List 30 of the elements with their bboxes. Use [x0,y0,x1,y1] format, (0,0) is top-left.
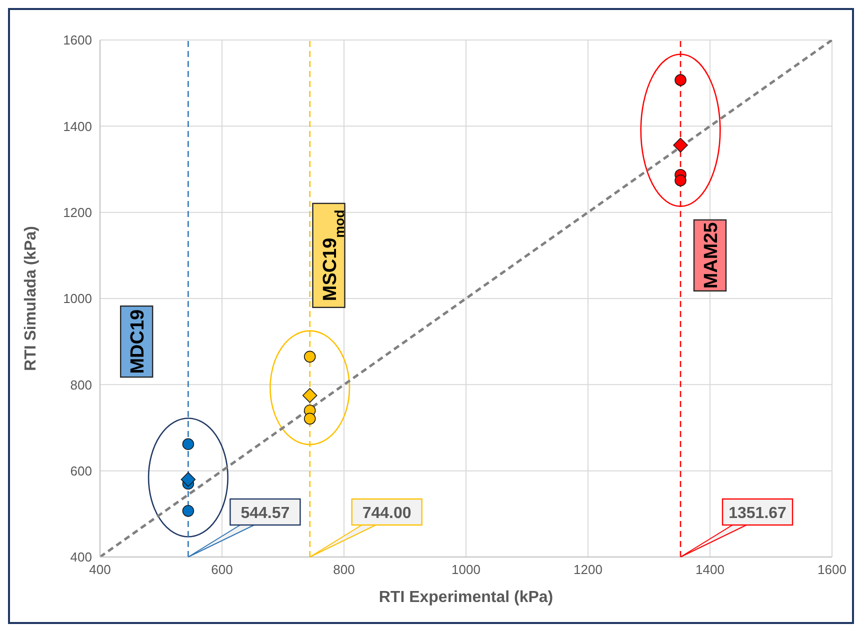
point [302,388,318,403]
y-tick-label: 400 [70,550,92,565]
point [304,412,316,425]
ref-line-label: 1351.67 [728,505,787,522]
x-tick-label: 600 [211,562,233,578]
y-tick-label: 1200 [63,204,92,220]
y-tick-label: 1000 [63,291,92,306]
y-axis-title: RTI Simulada (kPa) [22,226,40,371]
x-tick-label: 1200 [574,562,602,578]
x-tick-label: 1600 [818,562,846,578]
point [674,74,686,86]
y-tick-label: 1600 [63,32,92,48]
y-tick-label: 800 [70,377,92,392]
point [182,438,194,450]
x-tick-label: 800 [333,562,355,578]
x-tick-label: 1000 [452,562,480,578]
point [180,472,196,487]
x-tick-label: 1400 [696,562,724,578]
ref-line-label: 744.00 [362,505,412,522]
point [673,138,688,153]
annotation: MDC19 [128,309,149,374]
point [304,350,316,363]
y-tick-label: 600 [70,463,92,478]
annotation: MAM25 [701,222,722,289]
point [674,174,686,186]
y-tick-label: 1400 [63,118,92,134]
x-axis-title: RTI Experimental (kPa) [378,589,554,606]
x-tick-label: 400 [89,562,111,578]
point [182,505,194,517]
ref-line-label: 544.57 [240,505,290,522]
